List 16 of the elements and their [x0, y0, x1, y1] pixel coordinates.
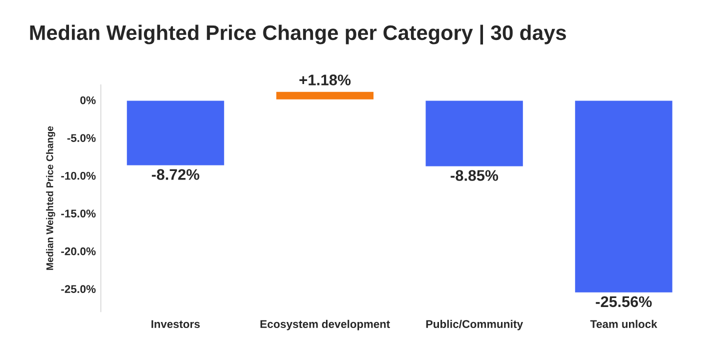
y-tick-label: 0%	[80, 96, 96, 104]
x-tick-label: Ecosystem development	[260, 320, 390, 330]
data-label: -8.72%	[152, 169, 200, 180]
y-tick-label: -25.0%	[61, 285, 96, 293]
y-axis-title: Median Weighted Price Change	[46, 126, 56, 270]
y-tick-label: -10.0%	[61, 172, 96, 180]
y-tick-label: -5.0%	[67, 134, 96, 142]
x-tick-label: Public/Community	[426, 320, 524, 330]
data-label: +1.18%	[299, 74, 351, 86]
x-tick-label: Investors	[152, 320, 200, 328]
x-tick-label: Team unlock	[590, 320, 658, 328]
chart-title: Median Weighted Price Change per Category | 30 days	[30, 24, 566, 45]
y-tick-label: -15.0%	[61, 210, 96, 218]
data-label: -8.85%	[450, 170, 498, 181]
data-label: -25.56%	[596, 296, 652, 308]
y-tick-label: -20.0%	[61, 247, 96, 256]
